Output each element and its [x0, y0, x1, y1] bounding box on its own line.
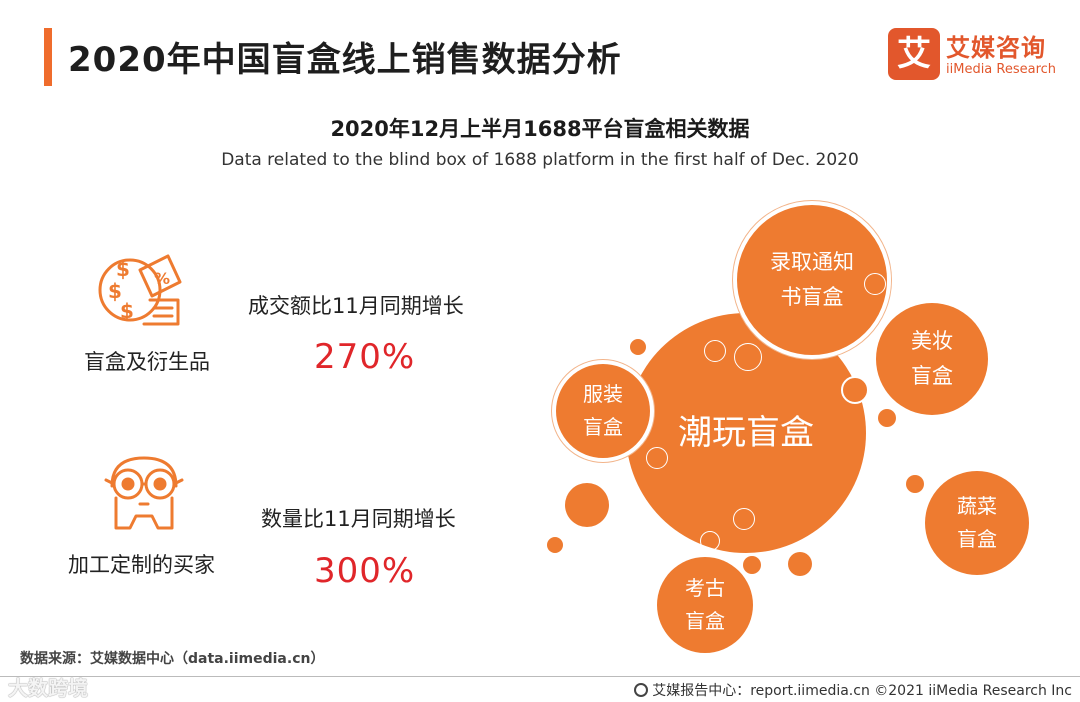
metric-label: 数量比11月同期增长: [261, 507, 456, 531]
footer-divider: [0, 676, 1080, 677]
decor-dot: [547, 537, 563, 553]
metric-value: 300%: [314, 551, 416, 591]
decor-ring: [733, 508, 755, 530]
bubble-kaogu: 考古 盲盒: [657, 557, 753, 653]
decor-ring: [646, 447, 668, 469]
brand: 艾 艾媒咨询 iiMedia Research: [888, 28, 1058, 84]
brand-logo-icon: 艾: [888, 28, 940, 80]
watermark: 大数跨境: [8, 676, 88, 700]
metric-value: 270%: [314, 337, 416, 377]
bubble-fuzhuang: 服装 盲盒: [552, 360, 654, 462]
bubble-cluster: 潮玩盲盒 录取通知 书盲盒 美妆 盲盒 服装 盲盒 蔬菜 盲盒 考古 盲盒: [540, 195, 1080, 665]
decor-dot: [788, 552, 812, 576]
svg-text:$: $: [120, 299, 134, 323]
footer-text: 艾媒报告中心：report.iimedia.cn ©2021 iiMedia R…: [652, 683, 1072, 699]
svg-text:$: $: [108, 279, 122, 303]
decor-ring: [704, 340, 726, 362]
svg-text:%: %: [154, 269, 170, 288]
title-accent-bar: [44, 28, 52, 86]
decor-dot: [630, 339, 646, 355]
decor-dot: [841, 376, 869, 404]
item-label: 加工定制的买家: [68, 553, 215, 577]
subtitle-cn: 2020年12月上半月1688平台盲盒相关数据: [330, 117, 750, 141]
decor-dot: [878, 409, 896, 427]
footer: 艾媒报告中心：report.iimedia.cn ©2021 iiMedia R…: [634, 680, 1072, 700]
metric-label: 成交额比11月同期增长: [248, 294, 464, 318]
decor-dot: [565, 483, 609, 527]
subtitle-en: Data related to the blind box of 1688 pl…: [221, 150, 859, 170]
bubble-meizhuang: 美妆 盲盒: [876, 303, 988, 415]
item-label: 盲盒及衍生品: [84, 350, 210, 374]
decor-ring: [864, 273, 886, 295]
brand-name-en: iiMedia Research: [946, 62, 1057, 77]
globe-icon: [634, 683, 649, 697]
decor-ring: [700, 531, 720, 551]
glasses-face-icon: [96, 450, 192, 546]
decor-dot: [743, 556, 761, 574]
bubble-shucai: 蔬菜 盲盒: [925, 471, 1029, 575]
source-note: 数据来源：艾媒数据中心（data.iimedia.cn）: [20, 651, 325, 667]
brand-name-cn: 艾媒咨询: [946, 34, 1046, 62]
decor-ring: [734, 343, 762, 371]
page-title: 2020年中国盲盒线上销售数据分析: [68, 40, 622, 80]
decor-dot: [906, 475, 924, 493]
money-percent-icon: $ $ $ %: [96, 242, 192, 338]
svg-text:$: $: [116, 257, 130, 281]
